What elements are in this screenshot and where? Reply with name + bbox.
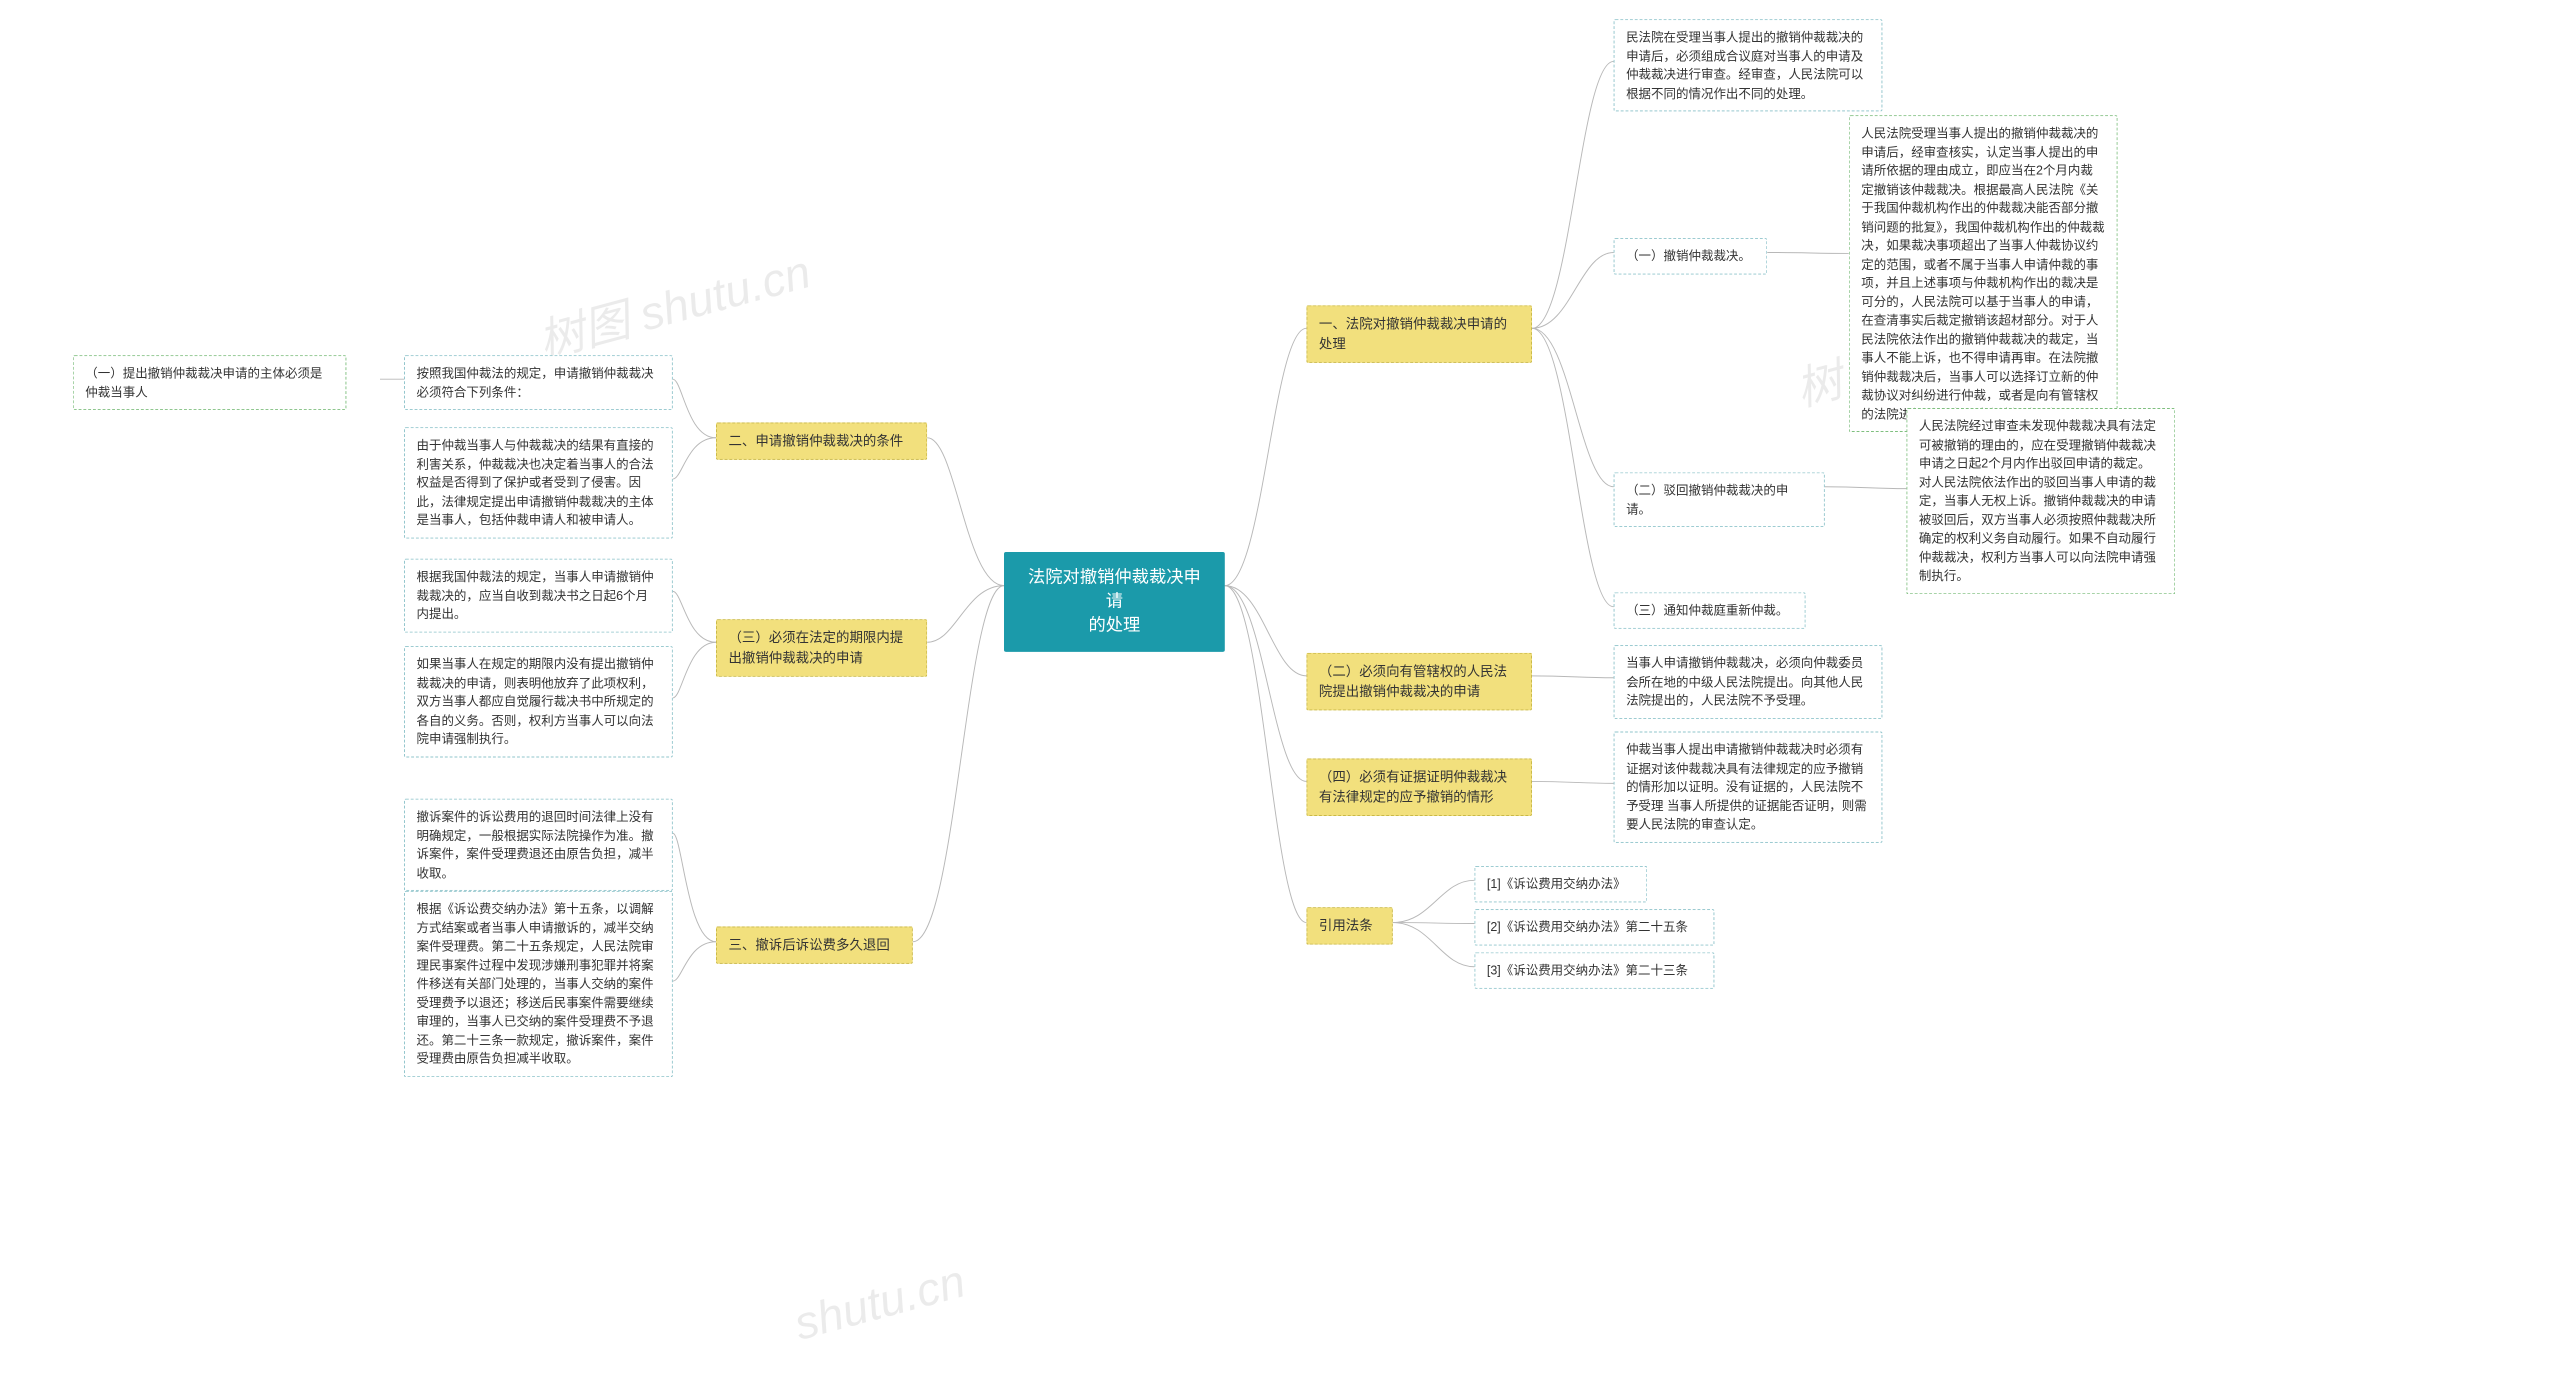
watermark: 树图 shutu.cn [530,234,817,371]
leaf-node[interactable]: 人民法院经过审查未发现仲裁裁决具有法定可被撤销的理由的，应在受理撤销仲裁裁决申请… [1906,408,2175,594]
leaf-revoke-award[interactable]: （一）撤销仲裁裁决。 [1614,238,1768,274]
leaf-reject-application[interactable]: （二）驳回撤销仲裁裁决的申请。 [1614,472,1825,527]
leaf-node[interactable]: 民法院在受理当事人提出的撤销仲裁裁决的申请后，必须组成合议庭对当事人的申请及仲裁… [1614,19,1883,111]
leaf-node[interactable]: 根据我国仲裁法的规定，当事人申请撤销仲裁裁决的，应当自收到裁决书之日起6个月内提… [404,559,673,632]
leaf-node[interactable]: 按照我国仲裁法的规定，申请撤销仲裁裁决必须符合下列条件： [404,355,673,410]
leaf-node[interactable]: 由于仲裁当事人与仲裁裁决的结果有直接的利害关系，仲裁裁决也决定着当事人的合法权益… [404,427,673,538]
leaf-node[interactable]: 当事人申请撤销仲裁裁决，必须向仲裁委员会所在地的中级人民法院提出。向其他人民法院… [1614,645,1883,718]
branch-evidence[interactable]: （四）必须有证据证明仲裁裁决有法律规定的应予撤销的情形 [1306,758,1532,816]
leaf-node[interactable]: 仲裁当事人提出申请撤销仲裁裁决时必须有证据对该仲裁裁决具有法律规定的应予撤销的情… [1614,732,1883,843]
branch-court-handling[interactable]: 一、法院对撤销仲裁裁决申请的处理 [1306,305,1532,363]
leaf-node[interactable]: 根据《诉讼费交纳办法》第十五条，以调解方式结案或者当事人申请撤诉的，减半交纳案件… [404,891,673,1077]
leaf-node[interactable]: 撤诉案件的诉讼费用的退回时间法律上没有明确规定，一般根据实际法院操作为准。撤诉案… [404,799,673,891]
mindmap-canvas: 树图 shutu.cn 树图 shutu.cn shutu.cn 法院对撤销仲裁… [380,0,2560,1326]
branch-fee-refund[interactable]: 三、撤诉后诉讼费多久退回 [716,926,913,963]
leaf-node[interactable]: 人民法院受理当事人提出的撤销仲裁裁决的申请后，经审查核实，认定当事人提出的申请所… [1849,115,2118,432]
leaf-node[interactable]: 如果当事人在规定的期限内没有提出撤销仲裁裁决的申请，则表明他放弃了此项权利，双方… [404,646,673,757]
leaf-node[interactable]: （一）提出撤销仲裁裁决申请的主体必须是仲裁当事人 [73,355,347,410]
branch-references[interactable]: 引用法条 [1306,907,1392,944]
branch-jurisdiction[interactable]: （二）必须向有管辖权的人民法院提出撤销仲裁裁决的申请 [1306,653,1532,711]
branch-time-limit[interactable]: （三）必须在法定的期限内提出撤销仲裁裁决的申请 [716,619,927,677]
branch-conditions[interactable]: 二、申请撤销仲裁裁决的条件 [716,422,927,459]
root-node[interactable]: 法院对撤销仲裁裁决申请的处理 [1004,552,1225,651]
leaf-notify-rearbitrate[interactable]: （三）通知仲裁庭重新仲裁。 [1614,592,1806,628]
leaf-ref-3[interactable]: [3]《诉讼费用交纳办法》第二十三条 [1474,952,1714,988]
leaf-ref-2[interactable]: [2]《诉讼费用交纳办法》第二十五条 [1474,909,1714,945]
watermark: shutu.cn [789,1255,971,1351]
leaf-ref-1[interactable]: [1]《诉讼费用交纳办法》 [1474,866,1647,902]
